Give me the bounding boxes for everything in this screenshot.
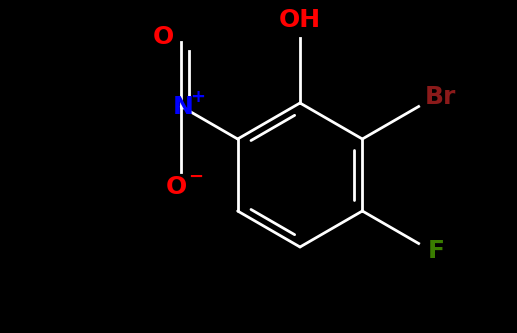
Text: Br: Br	[425, 85, 457, 109]
Text: +: +	[190, 88, 205, 106]
Text: O: O	[153, 25, 174, 49]
Text: F: F	[428, 239, 445, 263]
Text: O: O	[166, 174, 187, 198]
Text: OH: OH	[279, 8, 321, 32]
Text: −: −	[188, 167, 203, 185]
Text: N: N	[173, 95, 194, 119]
